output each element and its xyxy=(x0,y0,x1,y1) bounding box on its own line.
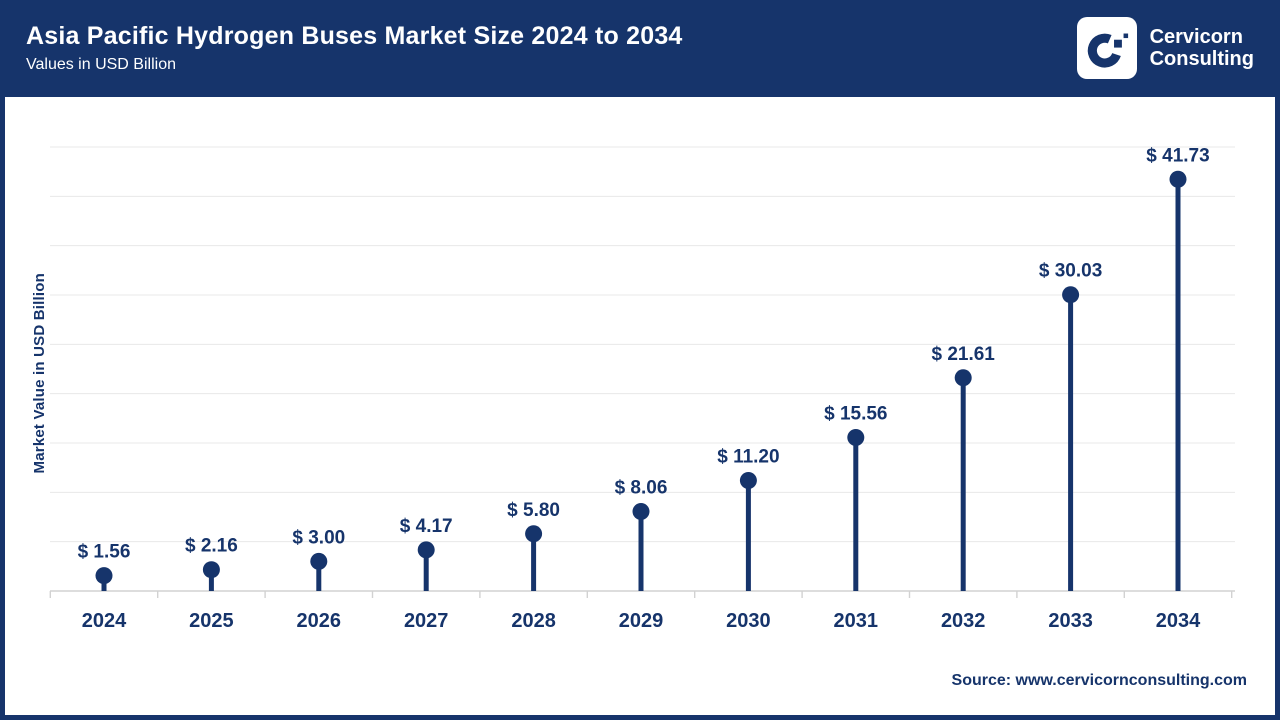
x-tick-label: 2030 xyxy=(726,610,771,632)
value-label: $ 8.06 xyxy=(615,477,668,498)
cervicorn-logo-icon xyxy=(1076,17,1137,79)
x-tick-label: 2027 xyxy=(404,610,449,632)
value-label: $ 3.00 xyxy=(292,527,345,548)
data-point xyxy=(95,567,113,585)
brand-logo: Cervicorn Consulting xyxy=(1076,17,1254,79)
value-label: $ 4.17 xyxy=(400,516,453,537)
header-banner: Asia Pacific Hydrogen Buses Market Size … xyxy=(0,0,1280,97)
data-point xyxy=(1169,170,1187,188)
x-tick-label: 2024 xyxy=(82,610,127,632)
x-tick-label: 2031 xyxy=(834,610,879,632)
source-credit: Source: www.cervicornconsulting.com xyxy=(951,672,1247,689)
value-label: $ 30.03 xyxy=(1039,261,1102,282)
value-label: $ 21.61 xyxy=(931,344,995,365)
x-tick-label: 2033 xyxy=(1048,610,1093,632)
lollipop-chart: $ 1.56 2024 $ 2.16 2025 $ 3.00 2026 $ 4.17 2027… xyxy=(49,145,1235,632)
x-tick-label: 2032 xyxy=(941,610,986,632)
data-point xyxy=(954,369,972,387)
value-label: $ 1.56 xyxy=(78,542,131,563)
header-text-block: Asia Pacific Hydrogen Buses Market Size … xyxy=(0,0,683,74)
data-point xyxy=(202,561,220,579)
y-axis-title: Market Value in USD Billion xyxy=(31,273,48,474)
x-tick-label: 2025 xyxy=(189,610,234,632)
brand-name-line1: Cervicorn xyxy=(1149,26,1243,48)
page-subtitle: Values in USD Billion xyxy=(26,56,176,73)
x-tick-label: 2026 xyxy=(297,610,342,632)
value-label: $ 41.73 xyxy=(1146,145,1209,166)
data-point xyxy=(1062,286,1080,304)
data-point xyxy=(632,502,650,520)
x-tick-label: 2028 xyxy=(511,610,556,632)
value-label: $ 15.56 xyxy=(824,403,887,424)
value-label: $ 11.20 xyxy=(717,446,779,467)
chart-region: $ 1.56 2024 $ 2.16 2025 $ 3.00 2026 $ 4.17 2027… xyxy=(5,97,1275,715)
data-point xyxy=(525,525,543,543)
data-point xyxy=(847,428,865,446)
data-point xyxy=(739,471,757,489)
value-label: $ 2.16 xyxy=(185,536,238,557)
x-tick-label: 2029 xyxy=(619,610,664,632)
data-point xyxy=(310,552,328,570)
x-tick-label: 2034 xyxy=(1156,610,1201,632)
value-label: $ 5.80 xyxy=(507,500,560,521)
brand-name: Cervicorn Consulting xyxy=(1150,26,1254,70)
brand-name-line2: Consulting xyxy=(1149,48,1254,70)
data-point xyxy=(417,541,435,559)
page-title: Asia Pacific Hydrogen Buses Market Size … xyxy=(26,22,683,50)
